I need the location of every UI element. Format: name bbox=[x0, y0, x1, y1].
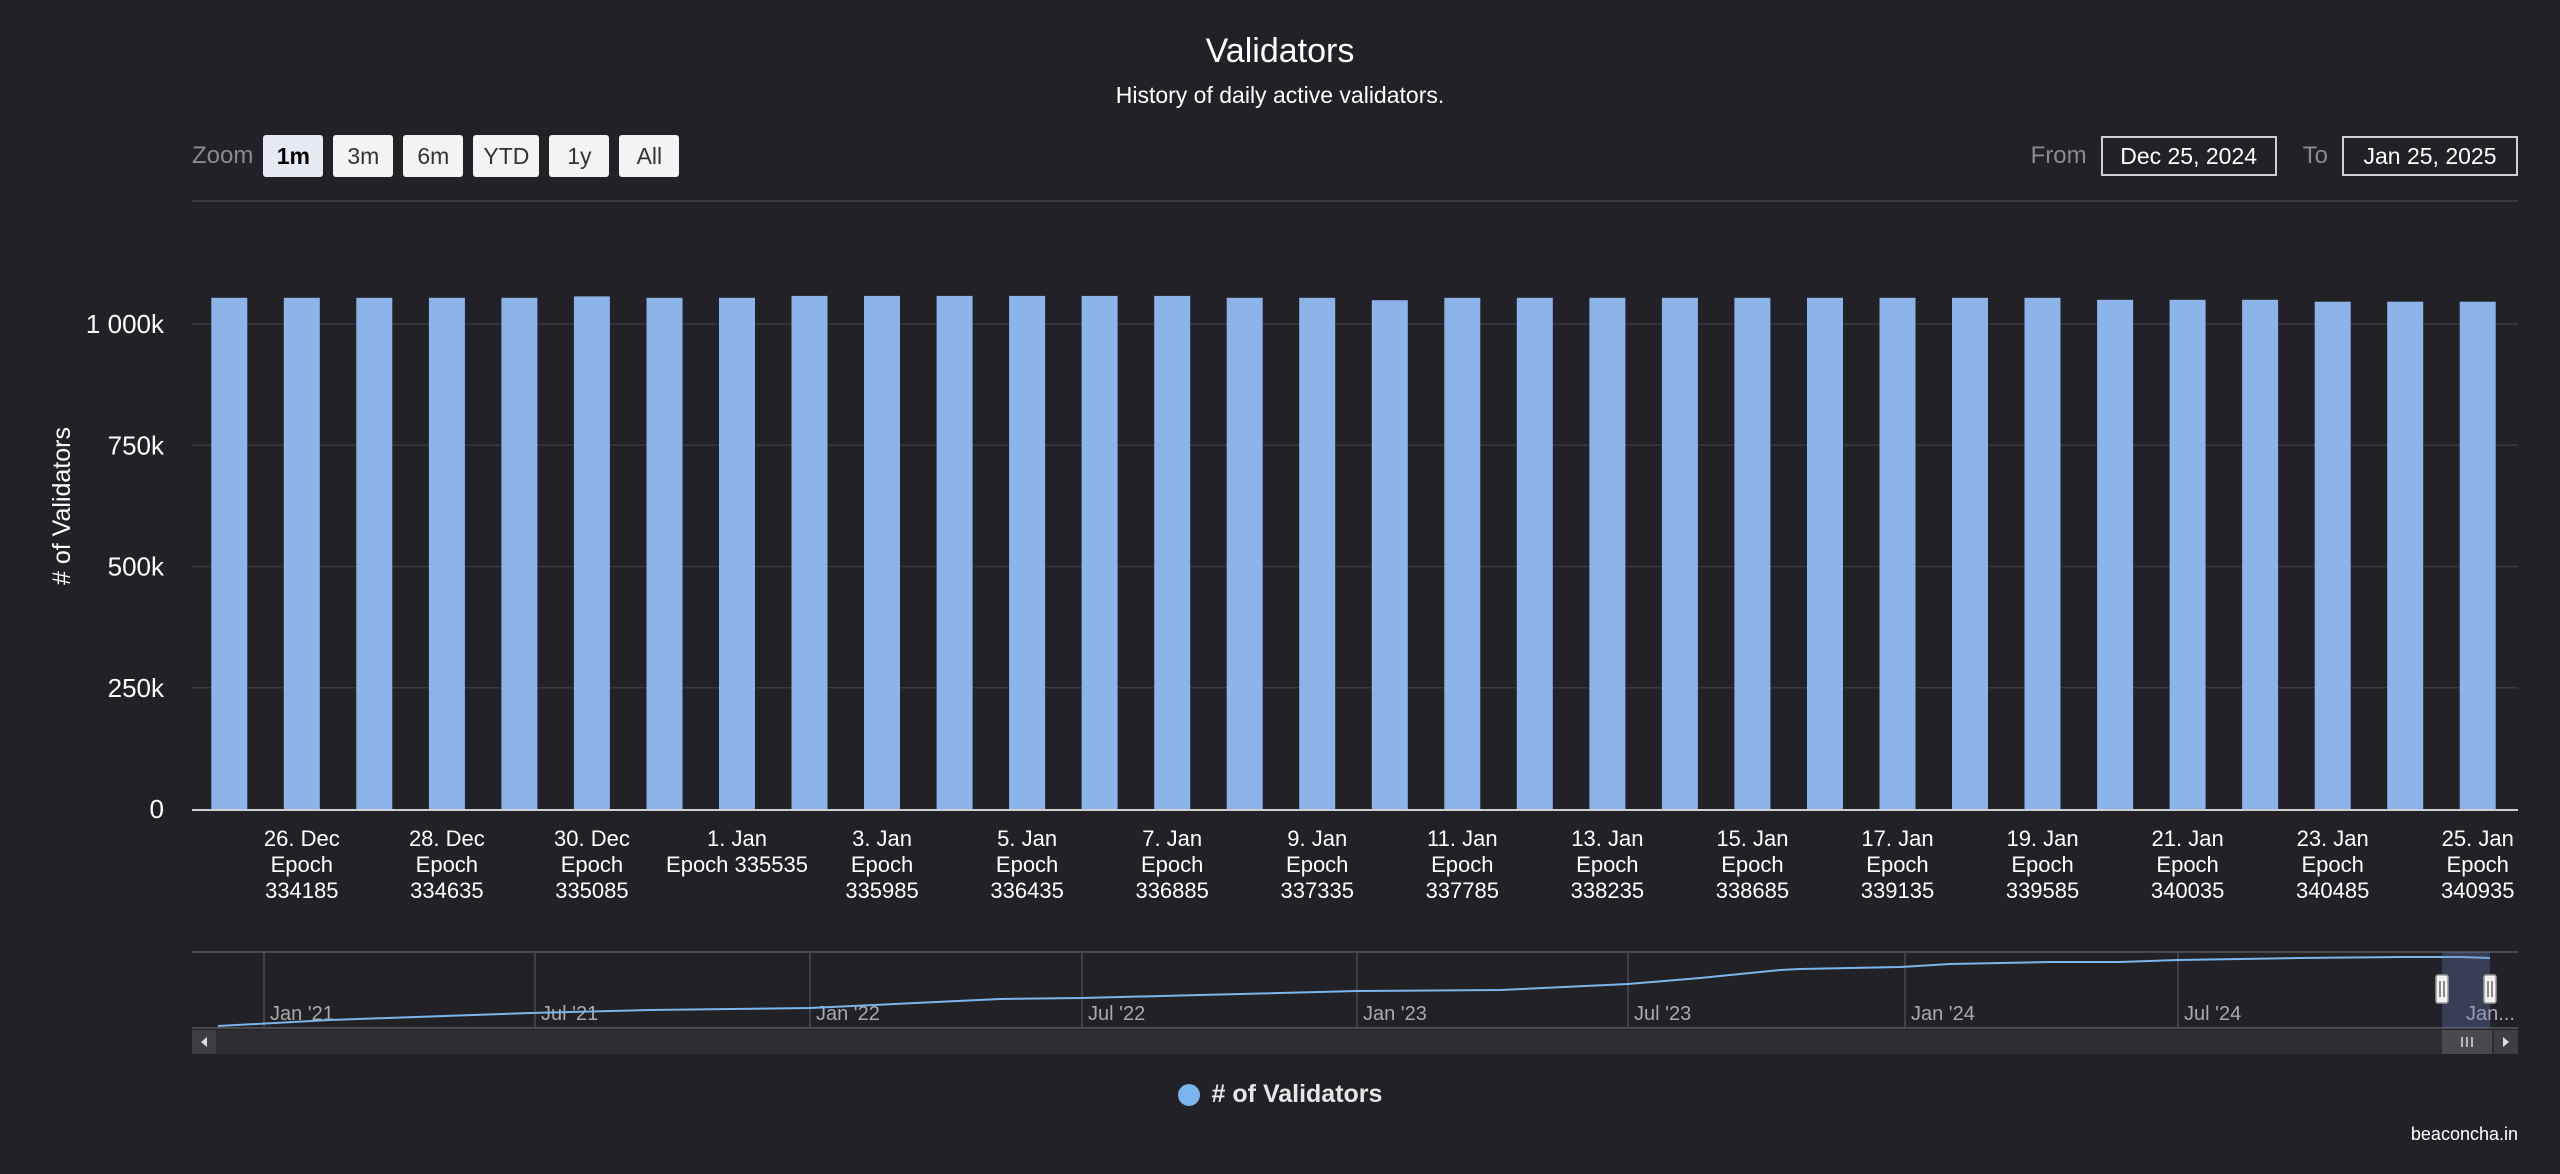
navigator-x-label: Jan '23 bbox=[1363, 1003, 1427, 1025]
bar-series bbox=[211, 295, 2496, 810]
x-tick-label: 25. Jan Epoch 340935 bbox=[2441, 826, 2514, 903]
bar[interactable] bbox=[2242, 299, 2279, 810]
to-label: To bbox=[2302, 142, 2328, 169]
credits-link[interactable]: beaconcha.in bbox=[2410, 1124, 2518, 1144]
x-tick-label: 30. Dec Epoch 335085 bbox=[554, 826, 630, 903]
bar[interactable] bbox=[1371, 300, 1408, 809]
legend-marker bbox=[1177, 1083, 1200, 1106]
bar[interactable] bbox=[428, 297, 465, 809]
bar[interactable] bbox=[646, 297, 683, 809]
bar[interactable] bbox=[2387, 301, 2424, 809]
navigator-series-line bbox=[217, 956, 2491, 1027]
chart-title: Validators bbox=[1205, 32, 1355, 70]
x-tick-label: 17. Jan Epoch 339135 bbox=[1861, 826, 1934, 903]
x-axis-ticks: 26. Dec Epoch 334185 28. Dec Epoch 334635 30. … bbox=[264, 826, 2515, 903]
x-tick-label: 11. Jan Epoch 337785 bbox=[1426, 826, 1499, 903]
bar[interactable] bbox=[1952, 297, 1988, 809]
x-tick-label: 5. Jan Epoch 336435 bbox=[990, 826, 1063, 903]
zoom-3m-button[interactable]: 3m bbox=[333, 135, 394, 177]
y-tick-label: 750k bbox=[108, 430, 165, 460]
bar[interactable] bbox=[936, 295, 973, 809]
y-tick-label: 1 000k bbox=[86, 309, 165, 339]
from-label: From bbox=[2030, 142, 2087, 169]
zoom-all-button[interactable]: All bbox=[619, 135, 680, 177]
navigator-x-label: Jan '22 bbox=[816, 1003, 880, 1025]
bar[interactable] bbox=[356, 297, 393, 809]
bar[interactable] bbox=[1879, 297, 1916, 809]
legend-item-validators[interactable]: # of Validators bbox=[1211, 1080, 1383, 1108]
scrollbar-track[interactable] bbox=[192, 1030, 2518, 1054]
bar[interactable] bbox=[2169, 299, 2206, 810]
navigator-x-label: Jul '21 bbox=[541, 1003, 598, 1025]
zoom-1y-button[interactable]: 1y bbox=[549, 135, 610, 177]
x-tick-label: 26. Dec Epoch 334185 bbox=[264, 826, 340, 903]
bar[interactable] bbox=[719, 297, 755, 809]
bar[interactable] bbox=[864, 295, 900, 809]
zoom-label: Zoom bbox=[192, 142, 254, 169]
bar[interactable] bbox=[211, 297, 248, 809]
bar[interactable] bbox=[573, 296, 610, 809]
bar[interactable] bbox=[2024, 297, 2061, 809]
legend[interactable]: # of Validators bbox=[0, 1080, 2560, 1109]
bar[interactable] bbox=[1734, 297, 1771, 809]
bar[interactable] bbox=[2097, 299, 2134, 810]
bar[interactable] bbox=[283, 297, 320, 809]
x-tick-label: 15. Jan Epoch 338685 bbox=[1716, 826, 1789, 903]
to-date-input[interactable]: Jan 25, 2025 bbox=[2342, 136, 2518, 176]
bar[interactable] bbox=[1299, 297, 1336, 809]
x-tick-label: 9. Jan Epoch 337335 bbox=[1281, 826, 1354, 903]
bar[interactable] bbox=[1154, 295, 1191, 809]
grid-lines bbox=[192, 200, 2518, 811]
bar[interactable] bbox=[1807, 297, 1843, 809]
bar[interactable] bbox=[1589, 297, 1626, 809]
navigator-background bbox=[192, 952, 2518, 1028]
navigator-x-label: Jul '22 bbox=[1088, 1003, 1145, 1025]
navigator-selected-range[interactable] bbox=[2442, 952, 2490, 1028]
bar[interactable] bbox=[2459, 301, 2496, 809]
navigator-x-label: Jul '23 bbox=[1634, 1003, 1691, 1025]
navigator-x-label: Jul '24 bbox=[2184, 1003, 2241, 1025]
bar[interactable] bbox=[1226, 297, 1263, 809]
bar[interactable] bbox=[791, 295, 828, 809]
y-axis-ticks: 0 250k 500k 750k 1 000k bbox=[86, 309, 165, 824]
y-tick-label: 250k bbox=[108, 673, 165, 703]
x-tick-label: 7. Jan Epoch 336885 bbox=[1135, 826, 1208, 903]
scroll-left-arrow-icon bbox=[201, 1037, 207, 1047]
navigator-x-label: Jan... bbox=[2466, 1003, 2515, 1025]
y-tick-label: 0 bbox=[150, 794, 164, 824]
x-tick-label: 23. Jan Epoch 340485 bbox=[2296, 826, 2369, 903]
x-tick-label: 3. Jan Epoch 335985 bbox=[845, 826, 918, 903]
navigator-handle[interactable] bbox=[2483, 974, 2497, 1004]
zoom-1m-button[interactable]: 1m bbox=[263, 135, 324, 177]
navigator-x-label: Jan '21 bbox=[270, 1003, 334, 1025]
chart-subtitle: History of daily active validators. bbox=[1115, 82, 1445, 108]
navigator-x-label: Jan '24 bbox=[1911, 1003, 1975, 1025]
x-tick-label: 21. Jan Epoch 340035 bbox=[2151, 826, 2224, 903]
zoom-selector: Zoom 1m 3m 6m YTD 1y All bbox=[192, 135, 689, 177]
bar[interactable] bbox=[2314, 301, 2351, 809]
bar[interactable] bbox=[501, 297, 538, 809]
scroll-right-arrow-icon bbox=[2503, 1037, 2509, 1047]
navigator-handle[interactable] bbox=[2435, 974, 2449, 1004]
x-tick-label: 1. Jan Epoch 335535 bbox=[666, 826, 808, 877]
from-date-input[interactable]: Dec 25, 2024 bbox=[2100, 136, 2277, 176]
bar[interactable] bbox=[1444, 297, 1481, 809]
x-tick-label: 19. Jan Epoch 339585 bbox=[2006, 826, 2079, 903]
navigator[interactable]: Jan '21 Jul '21 Jan '22 Jul '22 Jan '23 Jul '… bbox=[192, 951, 2518, 1054]
x-tick-label: 13. Jan Epoch 338235 bbox=[1571, 826, 1644, 903]
bar[interactable] bbox=[1661, 297, 1698, 809]
y-axis-label: # of Validators bbox=[48, 427, 76, 585]
y-tick-label: 500k bbox=[108, 552, 165, 582]
zoom-6m-button[interactable]: 6m bbox=[403, 135, 464, 177]
bar[interactable] bbox=[1081, 295, 1118, 809]
bar[interactable] bbox=[1009, 295, 1046, 809]
zoom-ytd-button[interactable]: YTD bbox=[473, 135, 540, 177]
date-range-selector: From Dec 25, 2024 To Jan 25, 2025 bbox=[2005, 135, 2518, 177]
x-tick-label: 28. Dec Epoch 334635 bbox=[409, 826, 485, 903]
bar[interactable] bbox=[1516, 297, 1553, 809]
